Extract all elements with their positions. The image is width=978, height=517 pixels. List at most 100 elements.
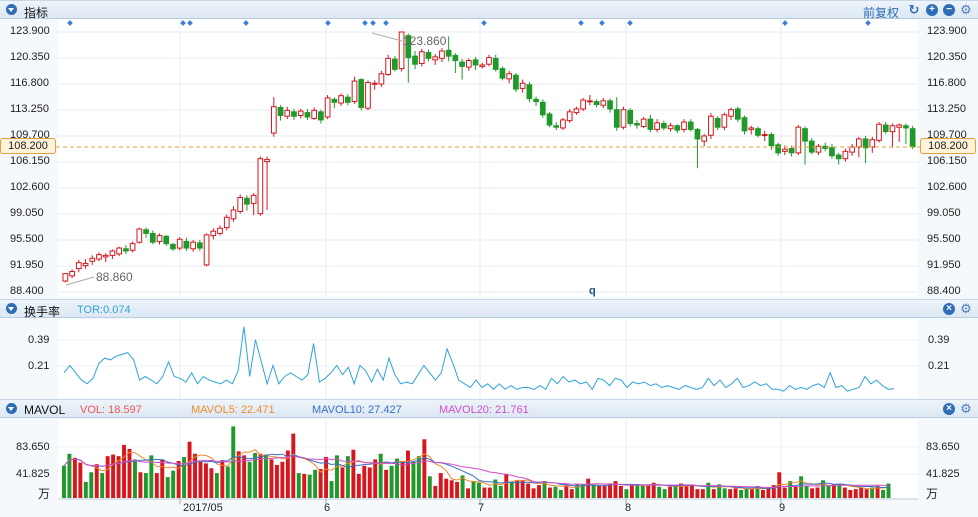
volume-bar (460, 475, 465, 498)
adjust-mode-button[interactable]: 前复权 (862, 6, 899, 20)
candle-body (304, 112, 311, 118)
add-icon[interactable]: + (926, 4, 938, 16)
collapse-toggle-icon[interactable] (6, 403, 17, 414)
collapse-toggle-icon[interactable] (6, 4, 17, 15)
volume-bar (373, 459, 378, 498)
gear-icon[interactable]: ⚙ (960, 301, 972, 316)
volume-bar (821, 480, 825, 498)
close-icon[interactable]: × (943, 403, 955, 415)
volume-bar (395, 458, 400, 498)
candle-body (378, 73, 385, 85)
candle-body (587, 100, 593, 103)
candle-body (452, 54, 459, 62)
candle-body (627, 109, 634, 125)
candle-body (667, 125, 674, 130)
volume-bar (356, 473, 361, 498)
vol-value: VOL: 18.597 (80, 404, 142, 416)
volume-bar (870, 487, 875, 498)
candle-body (701, 135, 708, 142)
candle-body (755, 128, 761, 136)
vol-unit-left: 万 (38, 487, 51, 501)
tor-tick-left: 0.21 (28, 360, 50, 372)
candle-body (365, 82, 371, 109)
volume-bar (504, 473, 509, 498)
mavol20-line (63, 455, 889, 488)
volume-bar (122, 444, 126, 498)
candle-body (136, 228, 143, 243)
price-tick-label: 123.900 (10, 25, 50, 37)
candle-body (882, 124, 889, 133)
candle-body (486, 57, 492, 65)
volume-bar (733, 488, 738, 498)
minus-icon[interactable]: − (943, 4, 955, 16)
volume-bar (280, 461, 285, 498)
volume-bar (744, 488, 749, 498)
volume-bar (89, 472, 94, 498)
volume-bar (264, 454, 268, 498)
collapse-toggle-icon[interactable] (6, 303, 17, 314)
volume-bar (477, 482, 481, 498)
volume-bar (253, 452, 258, 498)
candle-body (190, 241, 196, 250)
chart-marker: q (589, 285, 596, 297)
gear-icon[interactable]: ⚙ (960, 401, 972, 416)
volume-bar (466, 488, 471, 498)
volume-bar (842, 487, 847, 498)
candle-body (721, 114, 728, 128)
refresh-icon[interactable]: ↻ (908, 2, 920, 17)
volume-bar (629, 484, 634, 498)
gear-icon[interactable]: ⚙ (960, 2, 972, 17)
plot-area (58, 319, 918, 399)
close-icon[interactable]: × (943, 303, 955, 315)
volume-bar (711, 489, 716, 498)
volume-bar (94, 464, 99, 498)
candle-body (237, 197, 244, 212)
volume-bar (498, 485, 503, 498)
vol-tick-right: 41.825 (926, 468, 960, 480)
low-price-label: 88.860 (96, 270, 133, 284)
volume-bar (618, 485, 623, 498)
volume-bar (706, 482, 711, 498)
volume-panel-header: MAVOL VOL: 18.597 MAVOL5: 22.471 MAVOL10… (0, 399, 978, 418)
volume-bar (313, 469, 318, 498)
volume-chart[interactable] (0, 419, 978, 517)
x-axis-label: 8 (625, 502, 632, 514)
candle-body (546, 113, 553, 126)
volume-bar (225, 466, 230, 498)
candle-body (358, 79, 365, 108)
volume-bar (236, 451, 241, 498)
volume-bar (143, 473, 148, 498)
candle-body (459, 61, 465, 67)
volume-bar (487, 487, 492, 498)
candle-body (250, 194, 257, 204)
volume-bar (635, 485, 640, 498)
volume-bar (750, 489, 754, 498)
candle-body (802, 128, 808, 142)
vol-unit-right: 万 (926, 487, 939, 501)
volume-bar (662, 489, 667, 498)
candle-body (318, 111, 324, 121)
candlestick-chart[interactable] (0, 19, 978, 297)
volume-bar (608, 483, 612, 498)
candle-body (82, 262, 89, 267)
turnover-panel-header: 换手率 TOR:0.074 × ⚙ (0, 299, 978, 319)
volume-bar (138, 472, 143, 498)
vol-tick-left: 83.650 (16, 441, 50, 453)
x-axis-label: 9 (779, 502, 786, 514)
candle-body (526, 84, 533, 100)
volume-bar (799, 476, 804, 498)
candle-body (344, 96, 351, 103)
candle-body (75, 262, 82, 270)
volume-bar (853, 489, 858, 498)
candle-body (445, 49, 452, 57)
candle-body (889, 125, 896, 133)
candle-body (156, 235, 163, 242)
volume-bar (657, 486, 662, 498)
candle-body (203, 234, 210, 266)
volume-bar (291, 433, 296, 498)
event-marker-icon (627, 20, 633, 26)
turnover-chart[interactable] (0, 319, 978, 399)
volume-bar (285, 450, 290, 498)
candle-body (425, 52, 432, 59)
mavol10-line (63, 453, 889, 489)
